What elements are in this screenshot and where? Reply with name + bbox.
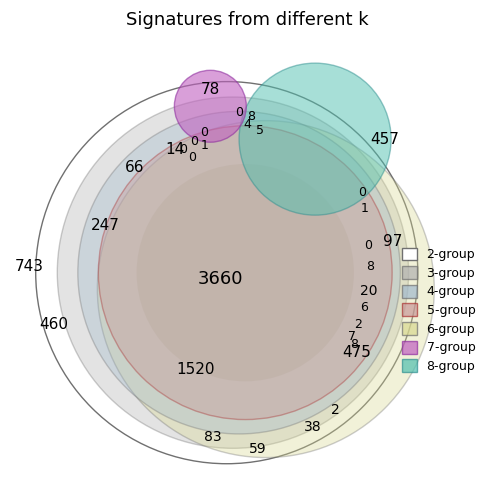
- Text: 8: 8: [247, 110, 256, 123]
- Text: 66: 66: [124, 160, 144, 175]
- Text: 475: 475: [342, 345, 370, 360]
- Text: 4: 4: [243, 118, 251, 131]
- Text: 0: 0: [358, 186, 366, 199]
- Text: 5: 5: [256, 124, 264, 138]
- Text: 20: 20: [360, 284, 377, 298]
- Text: 0: 0: [190, 135, 198, 148]
- Circle shape: [137, 164, 354, 382]
- Text: 1: 1: [360, 203, 368, 216]
- Text: 1: 1: [200, 139, 208, 152]
- Text: 2: 2: [354, 318, 362, 331]
- Text: 0: 0: [179, 143, 187, 156]
- Circle shape: [98, 126, 392, 419]
- Legend: 2-group, 3-group, 4-group, 5-group, 6-group, 7-group, 8-group: 2-group, 3-group, 4-group, 5-group, 6-gr…: [398, 244, 479, 376]
- Text: 97: 97: [384, 234, 403, 249]
- Text: 7: 7: [348, 330, 356, 343]
- Text: 59: 59: [249, 443, 267, 456]
- Text: 38: 38: [304, 420, 322, 434]
- Text: 6: 6: [360, 301, 368, 314]
- Text: 78: 78: [201, 82, 220, 97]
- Title: Signatures from different k: Signatures from different k: [126, 11, 368, 29]
- Text: 460: 460: [40, 317, 69, 332]
- Circle shape: [239, 63, 391, 215]
- Text: 8: 8: [366, 260, 374, 273]
- Text: 3660: 3660: [198, 270, 243, 288]
- Text: 247: 247: [91, 218, 120, 233]
- Text: 83: 83: [204, 430, 221, 444]
- Text: 0: 0: [235, 106, 243, 119]
- Text: 0: 0: [188, 151, 196, 164]
- Circle shape: [78, 111, 400, 434]
- Text: 8: 8: [350, 338, 358, 351]
- Text: 743: 743: [15, 259, 44, 274]
- Text: 0: 0: [364, 239, 372, 253]
- Text: 2: 2: [331, 403, 340, 417]
- Circle shape: [57, 97, 409, 449]
- Text: 14: 14: [166, 142, 185, 157]
- Text: 457: 457: [370, 132, 399, 147]
- Circle shape: [174, 70, 246, 142]
- Circle shape: [97, 120, 434, 458]
- Text: 1520: 1520: [177, 362, 215, 376]
- Text: 0: 0: [200, 127, 208, 140]
